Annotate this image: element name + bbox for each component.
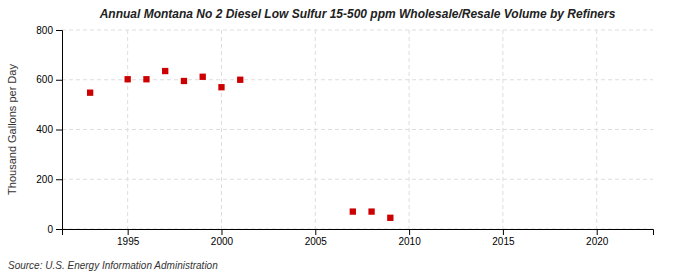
x-tick-mark xyxy=(315,229,316,235)
point xyxy=(143,76,149,82)
y-grid-line xyxy=(62,179,653,180)
source: Source: U.S. Energy Information Administ… xyxy=(8,260,218,271)
y-grid-line xyxy=(62,30,653,31)
x-tick-label: 1995 xyxy=(117,236,140,247)
grid xyxy=(62,30,653,229)
x-tick-mark xyxy=(221,229,222,235)
y-tick-label: 600 xyxy=(36,74,53,85)
x-tick: 2005 xyxy=(305,229,328,247)
point xyxy=(200,74,206,80)
y-tick: 800 xyxy=(36,25,62,36)
x-grid-line xyxy=(221,30,222,229)
y-axis-title: Thousand Gallons per Day xyxy=(6,64,18,195)
x-grid-line xyxy=(127,30,128,229)
y-grid-line xyxy=(62,79,653,80)
x-tick: 1995 xyxy=(117,229,140,247)
point xyxy=(218,84,224,90)
point xyxy=(87,90,93,96)
y-tick-mark xyxy=(56,80,62,81)
y-tick: 400 xyxy=(36,124,62,135)
x-tick-mark xyxy=(503,229,504,235)
y-tick-mark xyxy=(56,30,62,31)
y-tick-label: 800 xyxy=(36,25,53,36)
point xyxy=(181,78,187,84)
y-tick-mark xyxy=(56,229,62,230)
x-grid-line xyxy=(596,30,597,229)
x-tick-label: 2010 xyxy=(398,236,421,247)
x-axis-line xyxy=(63,230,654,236)
plot: 1995 2000 2005 2010 2015 2020 0 200 400 600 800 xyxy=(36,25,653,247)
y-tick: 600 xyxy=(36,74,62,85)
points xyxy=(87,68,394,221)
x-tick-label: 2015 xyxy=(492,236,515,247)
y-tick-mark xyxy=(56,130,62,131)
x-grid-line xyxy=(409,30,410,229)
title: Annual Montana No 2 Diesel Low Sulfur 15… xyxy=(99,7,616,21)
point xyxy=(162,68,168,74)
x-tick: 2000 xyxy=(211,229,234,247)
point xyxy=(237,77,243,83)
y-tick-label: 0 xyxy=(47,224,53,235)
y-grid-line xyxy=(62,129,653,130)
point xyxy=(368,208,374,214)
y-tick: 200 xyxy=(36,174,62,185)
x-tick: 2010 xyxy=(398,229,421,247)
point xyxy=(350,208,356,214)
x-grid-line xyxy=(315,30,316,229)
x-grid-line xyxy=(502,30,503,229)
x-tick-mark xyxy=(128,229,129,235)
x-tick-label: 2020 xyxy=(586,236,609,247)
y-tick-label: 400 xyxy=(36,124,53,135)
y-tick: 0 xyxy=(47,224,62,235)
y-axis: 0 200 400 600 800 xyxy=(36,25,62,235)
point xyxy=(125,76,131,82)
x-tick-mark xyxy=(597,229,598,235)
y-tick-mark xyxy=(56,179,62,180)
y-tick-label: 200 xyxy=(36,174,53,185)
x-tick: 2015 xyxy=(492,229,515,247)
x-tick-label: 2000 xyxy=(211,236,234,247)
x-tick-mark xyxy=(409,229,410,235)
point xyxy=(387,215,393,221)
x-tick: 2020 xyxy=(586,229,609,247)
chart: 1995 2000 2005 2010 2015 2020 0 200 400 600 800 Ann… xyxy=(0,0,675,275)
x-axis: 1995 2000 2005 2010 2015 2020 xyxy=(63,229,654,247)
x-tick-label: 2005 xyxy=(305,236,328,247)
y-axis-line xyxy=(56,31,63,230)
